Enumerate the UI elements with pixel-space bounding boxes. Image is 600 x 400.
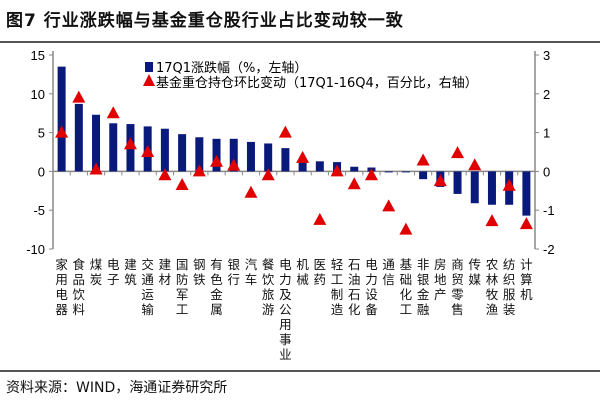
chart-title: 图7 行业涨跌幅与基金重仓股行业占比变动较一致 (6, 11, 404, 31)
category-label: 有色金属 (210, 257, 223, 317)
bar-26 (487, 171, 496, 205)
category-label: 汽车 (244, 257, 258, 287)
category-label: 银行 (227, 257, 240, 287)
category-label: 餐饮旅游 (261, 257, 275, 317)
left-tick-label: 5 (38, 126, 45, 141)
triangle-marker-13 (261, 168, 275, 181)
right-tick-label: 1 (543, 126, 550, 141)
bar-24 (453, 171, 462, 194)
bar-14 (281, 148, 290, 172)
category-label: 食品饮料 (72, 257, 86, 317)
right-tick-label: 3 (543, 48, 550, 63)
bar-8 (178, 134, 187, 172)
category-label: 计算机 (520, 257, 533, 302)
legend-triangle-label: 基金重仓持仓环比变动（17Q1-16Q4，百分比，右轴） (156, 75, 478, 91)
right-tick-label: -2 (543, 242, 555, 257)
category-label: 家用电器 (55, 257, 68, 317)
category-label: 通信 (382, 257, 395, 287)
category-label: 商贸零售 (451, 257, 464, 317)
triangle-marker-18 (347, 177, 361, 190)
triangle-marker-22 (416, 153, 430, 166)
triangle-marker-7 (158, 168, 172, 181)
footer-divider (0, 370, 600, 372)
triangle-marker-5 (123, 137, 137, 150)
right-tick-label: 0 (543, 164, 550, 179)
triangle-marker-24 (451, 146, 465, 159)
triangle-marker-19 (364, 168, 378, 181)
category-label: 轻工制造 (330, 257, 344, 317)
category-label: 非银金融 (416, 257, 430, 317)
bar-18 (350, 166, 359, 172)
legend-bar-label: 17Q1涨跌幅（%，左轴） (156, 60, 307, 76)
bar-13 (264, 143, 273, 172)
category-label: 电力设备 (365, 257, 378, 317)
category-label: 建筑 (124, 257, 137, 287)
triangle-marker-23 (433, 174, 447, 187)
bar-2 (74, 103, 83, 172)
category-label: 石油石化 (347, 257, 361, 317)
category-label: 建材 (158, 257, 172, 287)
triangle-marker-20 (382, 199, 396, 212)
bar-3 (92, 114, 101, 172)
bar-4 (109, 123, 118, 172)
left-tick-label: 0 (38, 164, 45, 179)
bar-11 (229, 138, 238, 172)
category-label: 基础化工 (399, 257, 413, 317)
triangle-marker-14 (278, 125, 292, 138)
category-label: 房地产 (434, 257, 447, 302)
left-tick-label: -10 (26, 242, 45, 257)
category-label: 纺织服装 (502, 257, 516, 317)
category-label: 钢铁 (193, 257, 206, 287)
bar-21 (401, 171, 410, 173)
category-label: 国防军工 (175, 257, 189, 317)
bar-15 (298, 159, 307, 172)
bar-9 (195, 137, 204, 172)
triangle-marker-16 (313, 212, 327, 225)
bar-20 (384, 171, 393, 173)
category-label: 煤炭 (89, 257, 103, 287)
bar-7 (160, 128, 169, 172)
source-note: 资料来源：WIND，海通证券研究所 (6, 380, 228, 396)
triangle-marker-8 (175, 177, 189, 190)
triangle-marker-6 (141, 145, 155, 157)
legend-triangle-swatch (143, 74, 155, 86)
triangle-marker-17 (330, 164, 344, 177)
category-label: 农林牧渔 (485, 257, 499, 317)
category-label: 电力及公用事业 (279, 257, 292, 362)
right-tick-label: 2 (543, 87, 550, 102)
triangle-marker-26 (485, 214, 499, 227)
category-label: 机械 (296, 257, 309, 287)
category-label: 传媒 (468, 257, 481, 287)
triangle-marker-25 (468, 158, 482, 171)
legend-bar-swatch (145, 62, 153, 72)
title-divider (0, 41, 600, 43)
bar-16 (315, 161, 324, 172)
triangle-marker-12 (244, 185, 258, 198)
triangle-marker-9 (192, 164, 206, 177)
bar-1 (57, 66, 66, 172)
bar-12 (246, 141, 255, 172)
triangle-marker-11 (227, 158, 241, 171)
left-tick-label: 10 (31, 87, 45, 102)
triangle-marker-10 (210, 154, 224, 167)
triangle-marker-2 (72, 90, 86, 103)
bar-28 (522, 171, 531, 216)
triangle-marker-3 (89, 162, 103, 175)
triangle-marker-1 (55, 125, 69, 138)
triangle-marker-27 (502, 178, 516, 191)
triangle-marker-21 (399, 222, 413, 235)
left-tick-label: 15 (31, 48, 45, 63)
right-tick-label: -1 (543, 203, 555, 218)
triangle-marker-4 (106, 106, 120, 119)
triangle-marker-15 (296, 150, 310, 163)
left-tick-label: -5 (33, 203, 45, 218)
bar-22 (419, 171, 428, 180)
bar-25 (470, 171, 479, 204)
category-label: 医药 (313, 257, 327, 287)
category-label: 交通运输 (141, 257, 154, 317)
category-label: 电子 (106, 257, 120, 287)
triangle-marker-28 (519, 217, 533, 230)
